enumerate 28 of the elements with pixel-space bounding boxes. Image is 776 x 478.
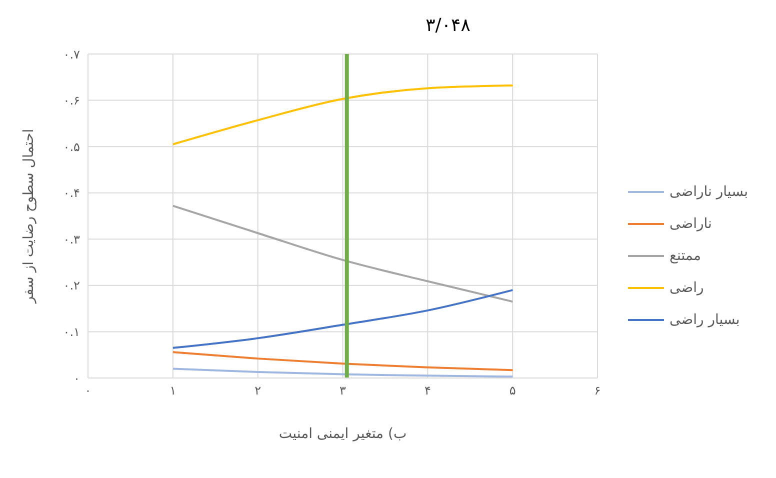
line-series [172,84,514,146]
x-tick-label: ۲ [254,384,262,398]
x-tick-label: ۰ [84,384,92,398]
y-tick-label: ۰.۳ [63,232,81,246]
line-series [172,351,514,372]
y-axis-title: احتمال سطوح رضایت از سفر [20,128,37,304]
legend-label: راضی [670,280,704,296]
y-tick-label: ۰.۷ [63,47,81,62]
legend-label: ناراضی [670,216,712,232]
chart-title: ۳/۰۴۸ [424,14,472,38]
line-series [172,204,514,303]
y-tick-label: ۰.۴ [63,186,80,200]
legend-label: بسیار راضی [670,312,740,328]
y-tick-label: ۰.۶ [63,94,80,108]
x-tick-label: ۴ [424,384,431,398]
y-tick-label: ۰.۲ [63,278,80,293]
line-series [172,368,514,378]
legend-label: ممتنع [670,248,702,264]
y-tick-label: ۰ [74,371,80,386]
x-tick-label: ۵ [509,384,516,398]
x-tick-label: ۶ [594,384,601,398]
x-tick-label: ۳ [340,384,347,398]
line-series [172,289,514,349]
legend-label: بسیار ناراضی [670,184,748,200]
x-tick-label: ۱ [170,384,176,398]
y-tick-label: ۰.۱ [63,324,80,339]
x-axis-title: ب) متغیر ایمنی امنیت [278,426,407,442]
y-tick-label: ۰.۵ [63,140,80,154]
